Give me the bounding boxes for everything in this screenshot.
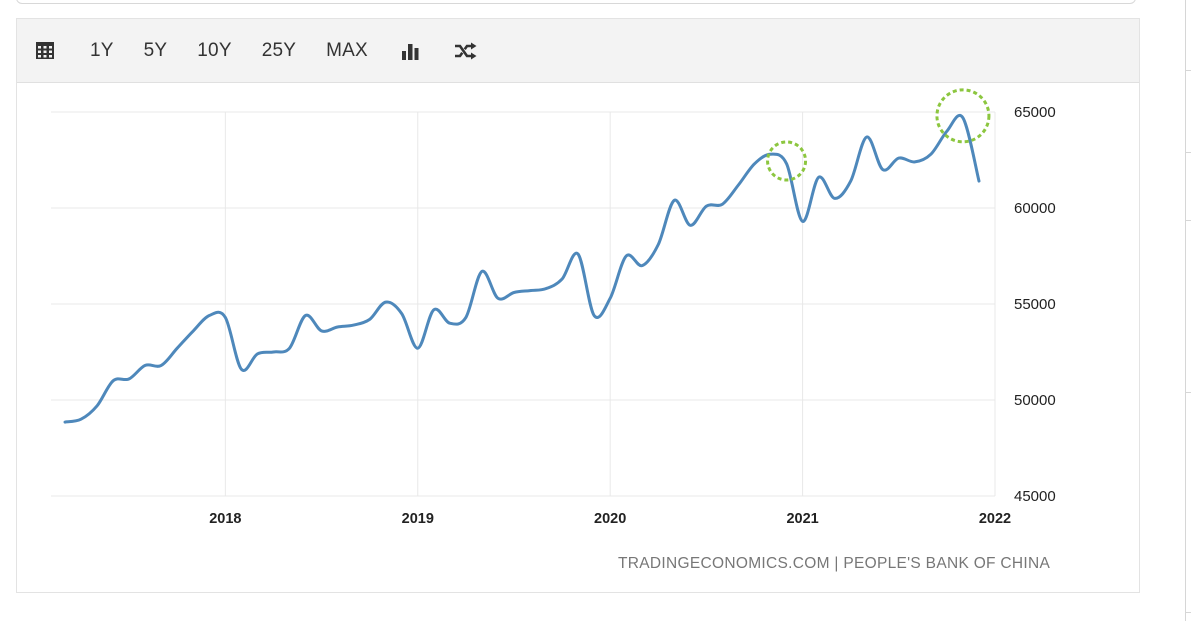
bar-chart-icon[interactable] [401,42,421,60]
sidebar-edge-tick [1185,70,1191,71]
y-tick-label: 45000 [1014,488,1056,505]
range-1y-button[interactable]: 1Y [90,39,114,61]
x-tick-label: 2019 [402,511,434,527]
chart-toolbar: 1Y 5Y 10Y 25Y MAX [17,19,1139,83]
chart-card: 1Y 5Y 10Y 25Y MAX 45000 50000 55000 60000 65… [16,18,1140,593]
y-tick-label: 60000 [1014,200,1056,217]
line-chart: 45000 50000 55000 60000 65000 2018 2019 2020 202… [51,88,1056,527]
series-line [63,113,981,424]
range-25y-button[interactable]: 25Y [261,39,297,61]
x-tick-label: 2020 [594,511,626,527]
y-tick-label: 55000 [1014,296,1056,313]
range-10y-button[interactable]: 10Y [197,39,232,61]
sidebar-edge-tick [1185,392,1191,393]
calendar-icon[interactable] [35,41,55,60]
y-tick-label: 50000 [1014,392,1056,409]
shuffle-icon[interactable] [454,42,478,60]
x-tick-label: 2021 [786,511,818,527]
sidebar-edge [1185,0,1186,621]
range-5y-button[interactable]: 5Y [143,39,168,61]
sidebar-edge-tick [1185,220,1191,221]
sidebar-edge-tick [1185,612,1191,613]
x-tick-label: 2022 [979,511,1011,527]
y-tick-label: 65000 [1014,104,1056,121]
search-bar-edge [16,0,1136,4]
x-tick-label: 2018 [209,511,241,527]
range-max-button[interactable]: MAX [326,39,368,61]
sidebar-edge-tick [1185,152,1191,153]
source-credit: TRADINGECONOMICS.COM | PEOPLE'S BANK OF … [618,555,1051,572]
highlight-circle [935,88,991,144]
